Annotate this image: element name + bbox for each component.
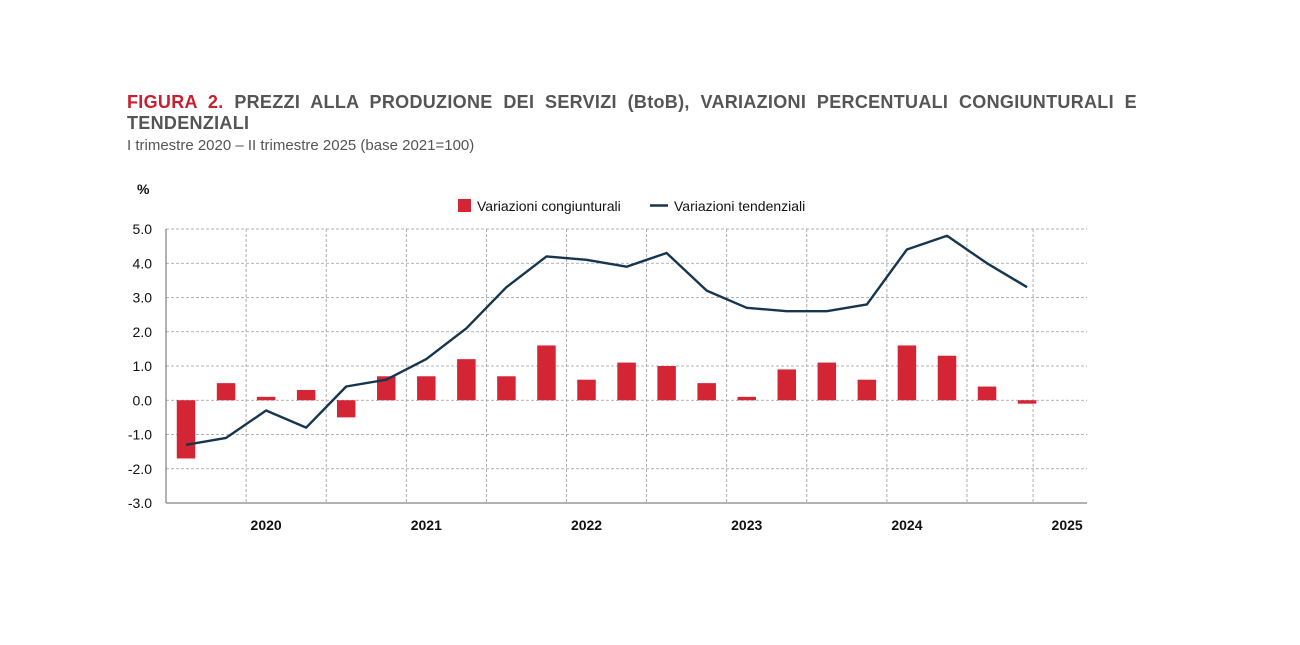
bar-2020-I [176,400,196,459]
y-tick-label: -2.0 [128,461,152,477]
line [185,234,1028,446]
y-tick-label: 3.0 [133,290,153,306]
y-tick-label: 5.0 [133,221,153,237]
y-tick-label: 0.0 [133,392,153,408]
y-tick-label: 1.0 [133,358,153,374]
bar-2021-III [417,376,436,401]
bar-2023-I [657,366,676,401]
legend: Variazioni congiunturali Variazioni tend… [458,198,805,214]
bar-2023-II [697,383,716,401]
bar-2023-III [737,396,756,401]
line-tendenziali [185,234,1028,446]
x-tick-label: 2020 [251,517,282,533]
bar-2022-III [577,379,596,401]
legend-label-bars: Variazioni congiunturali [477,198,621,214]
bars [176,345,1037,459]
bar-2024-IV [937,355,957,401]
bar-2020-III [256,396,276,401]
y-tick-label: -3.0 [128,495,152,511]
legend-label-line: Variazioni tendenziali [674,198,805,214]
bar-2025-II [1017,400,1037,404]
bar-2021-IV [457,359,476,401]
y-tick-label: -1.0 [128,427,152,443]
figure-label: FIGURA 2. [127,92,224,112]
bar-2024-I [817,362,837,401]
bar-2022-II [537,345,556,401]
x-tick-label: 2024 [891,517,922,533]
chart-title: FIGURA 2. PREZZI ALLA PRODUZIONE DEI SER… [127,92,1137,134]
legend-bar-swatch [458,199,471,212]
title-text: PREZZI ALLA PRODUZIONE DEI SERVIZI (BtoB… [127,92,1137,133]
bar-2023-IV [777,369,797,401]
y-tick-label: 2.0 [133,324,153,340]
x-tick-label: 2021 [411,517,442,533]
x-tick-label: 2025 [1052,517,1083,533]
x-tick-label: 2022 [571,517,602,533]
x-tick-label: 2023 [731,517,762,533]
bar-2025-I [977,386,997,401]
title-block: FIGURA 2. PREZZI ALLA PRODUZIONE DEI SER… [127,92,1137,155]
bar-2024-II [857,379,877,401]
bar-2021-I [336,400,356,418]
bar-2020-II [216,383,236,401]
x-tick-labels: 2020 2021 2022 2023 2024 2025 [251,517,1083,533]
axes [165,229,1087,504]
chart-subtitle: I trimestre 2020 – II trimestre 2025 (ba… [127,137,475,154]
bar-2022-IV [617,362,636,401]
y-unit-label: % [137,181,150,197]
bar-2021-II [377,376,396,401]
bar-2024-III [897,345,917,401]
y-tick-label: 4.0 [133,255,153,271]
bar-2020-IV [296,389,316,401]
y-tick-labels: 5.0 4.0 3.0 2.0 1.0 0.0 -1.0 -2.0 -3.0 [128,221,152,511]
bar-2022-I [497,376,516,401]
